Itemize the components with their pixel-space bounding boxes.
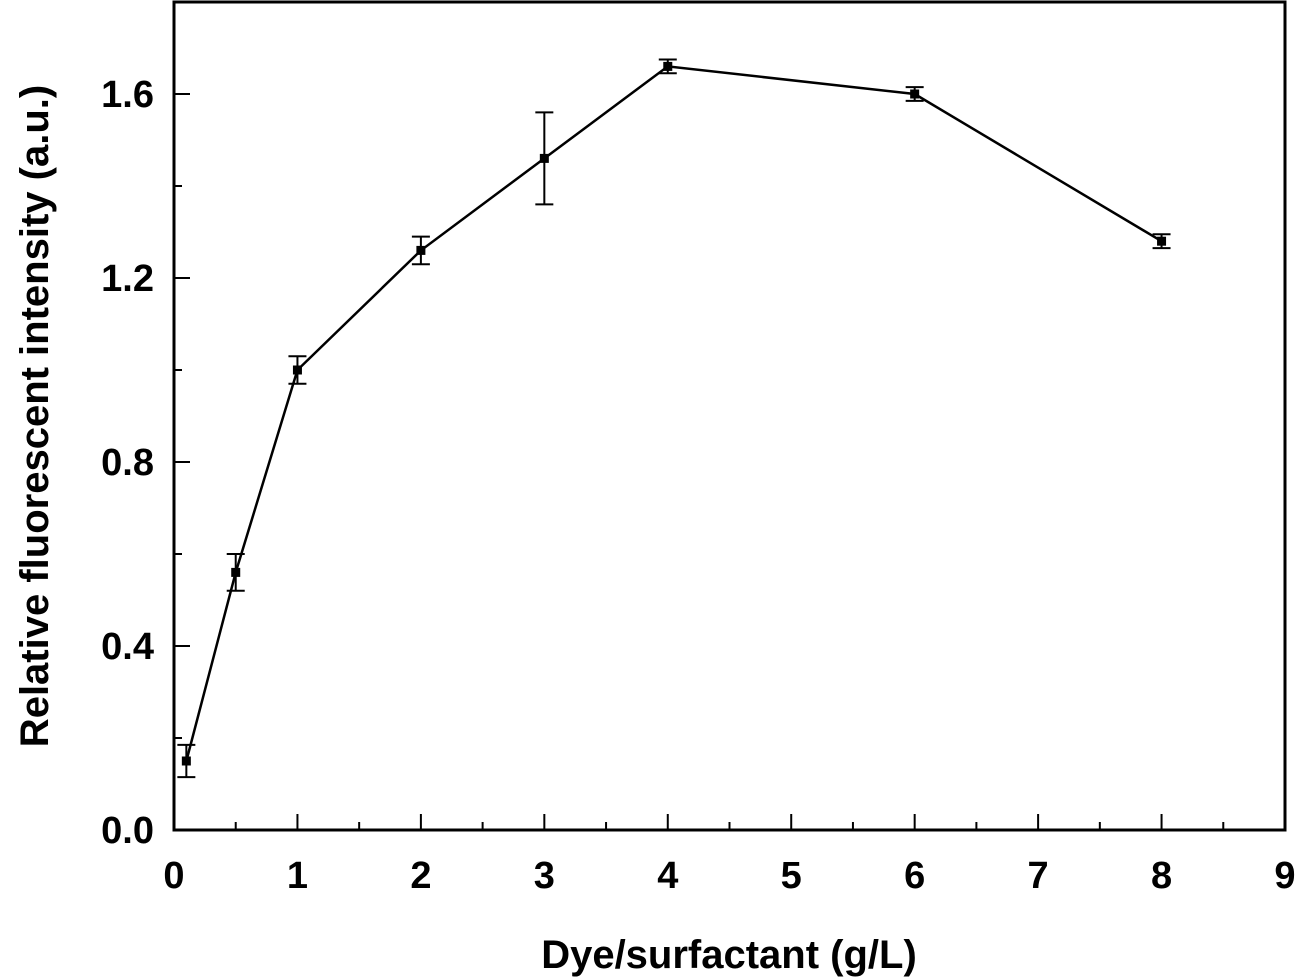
y-tick-labels: 0.0 0.4 0.8 1.2 1.6 [101, 74, 154, 852]
x-tick-label: 8 [1151, 855, 1172, 897]
x-tick-label: 9 [1274, 855, 1295, 897]
y-axis-title: Relative fluorescent intensity (a.u.) [13, 85, 57, 747]
x-axis-title: Dye/surfactant (g/L) [541, 933, 917, 977]
x-tick-label: 7 [1028, 855, 1049, 897]
data-point [1157, 236, 1167, 246]
series-line [185, 65, 1163, 762]
data-point [231, 567, 241, 577]
x-tick-label: 4 [657, 855, 678, 897]
data-point [181, 756, 191, 766]
data-point [910, 89, 920, 99]
y-tick-label: 0.0 [101, 810, 154, 852]
x-tick-label: 0 [163, 855, 184, 897]
x-tick-label: 2 [410, 855, 431, 897]
series-group [177, 58, 1171, 779]
data-point [663, 61, 673, 71]
data-point [416, 245, 426, 255]
axis-ticks [173, 1, 1286, 831]
x-tick-labels: 0 1 2 3 4 5 6 7 8 9 [163, 855, 1295, 897]
x-tick-label: 5 [781, 855, 802, 897]
x-tick-label: 1 [287, 855, 308, 897]
y-tick-label: 0.8 [101, 442, 154, 484]
x-tick-label: 3 [534, 855, 555, 897]
x-tick-label: 6 [904, 855, 925, 897]
plot-frame [172, 0, 1287, 832]
y-tick-label: 1.6 [101, 74, 154, 116]
y-tick-label: 1.2 [101, 258, 154, 300]
y-tick-label: 0.4 [101, 626, 154, 668]
data-point [539, 153, 549, 163]
data-point [292, 365, 302, 375]
